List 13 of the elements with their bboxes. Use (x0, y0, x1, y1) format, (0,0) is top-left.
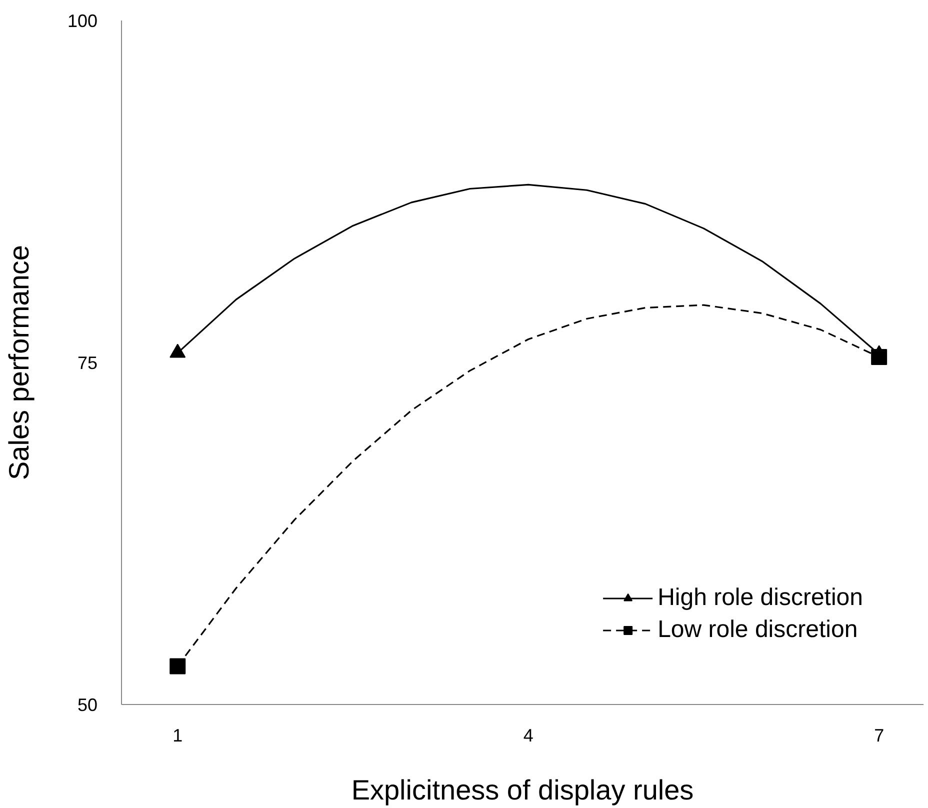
point (170, 344, 186, 358)
x-tick-label: 7 (874, 726, 884, 746)
x-tick-label: 1 (172, 726, 183, 746)
y-axis-title: Sales performance (3, 244, 34, 480)
legend-label: Low role discretion (658, 616, 858, 644)
legend-label: High role discretion (658, 584, 863, 612)
x-axis-title: Explicitness of display rules (351, 774, 694, 806)
y-tick-label: 100 (67, 11, 98, 31)
y-tick-label: 75 (77, 353, 98, 373)
point (170, 658, 186, 674)
x-tick-label: 4 (523, 726, 534, 746)
y-tick-label: 50 (77, 695, 98, 715)
point (871, 349, 888, 366)
